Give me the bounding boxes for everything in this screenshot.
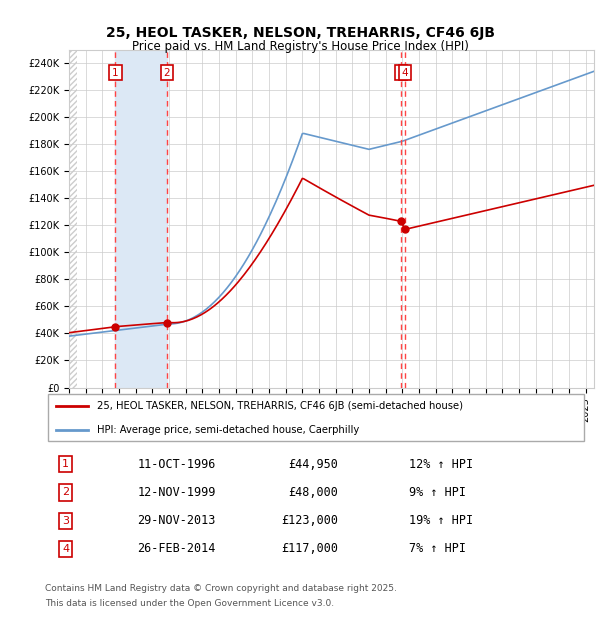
Text: 29-NOV-2013: 29-NOV-2013 [137,514,215,527]
Text: 4: 4 [401,68,409,78]
Text: 11-OCT-1996: 11-OCT-1996 [137,458,215,471]
Text: 12-NOV-1999: 12-NOV-1999 [137,486,215,499]
Text: 2: 2 [164,68,170,78]
Text: 1: 1 [112,68,119,78]
Text: 12% ↑ HPI: 12% ↑ HPI [409,458,473,471]
Text: £117,000: £117,000 [281,542,338,556]
Text: 19% ↑ HPI: 19% ↑ HPI [409,514,473,527]
FancyBboxPatch shape [48,394,584,441]
Text: 25, HEOL TASKER, NELSON, TREHARRIS, CF46 6JB: 25, HEOL TASKER, NELSON, TREHARRIS, CF46… [106,26,494,40]
Bar [115,50,167,388]
Text: This data is licensed under the Open Government Licence v3.0.: This data is licensed under the Open Gov… [45,599,334,608]
Text: 2: 2 [62,487,69,497]
Text: £44,950: £44,950 [289,458,338,471]
Text: HPI: Average price, semi-detached house, Caerphilly: HPI: Average price, semi-detached house,… [97,425,359,435]
Text: 25, HEOL TASKER, NELSON, TREHARRIS, CF46 6JB (semi-detached house): 25, HEOL TASKER, NELSON, TREHARRIS, CF46… [97,401,463,411]
Text: 3: 3 [62,516,69,526]
Text: 1: 1 [62,459,69,469]
Text: 4: 4 [62,544,69,554]
Text: 3: 3 [398,68,404,78]
Text: £48,000: £48,000 [289,486,338,499]
Text: 7% ↑ HPI: 7% ↑ HPI [409,542,466,556]
Text: £123,000: £123,000 [281,514,338,527]
Text: 9% ↑ HPI: 9% ↑ HPI [409,486,466,499]
Text: Contains HM Land Registry data © Crown copyright and database right 2025.: Contains HM Land Registry data © Crown c… [45,584,397,593]
Text: Price paid vs. HM Land Registry's House Price Index (HPI): Price paid vs. HM Land Registry's House … [131,40,469,53]
Text: 26-FEB-2014: 26-FEB-2014 [137,542,215,556]
